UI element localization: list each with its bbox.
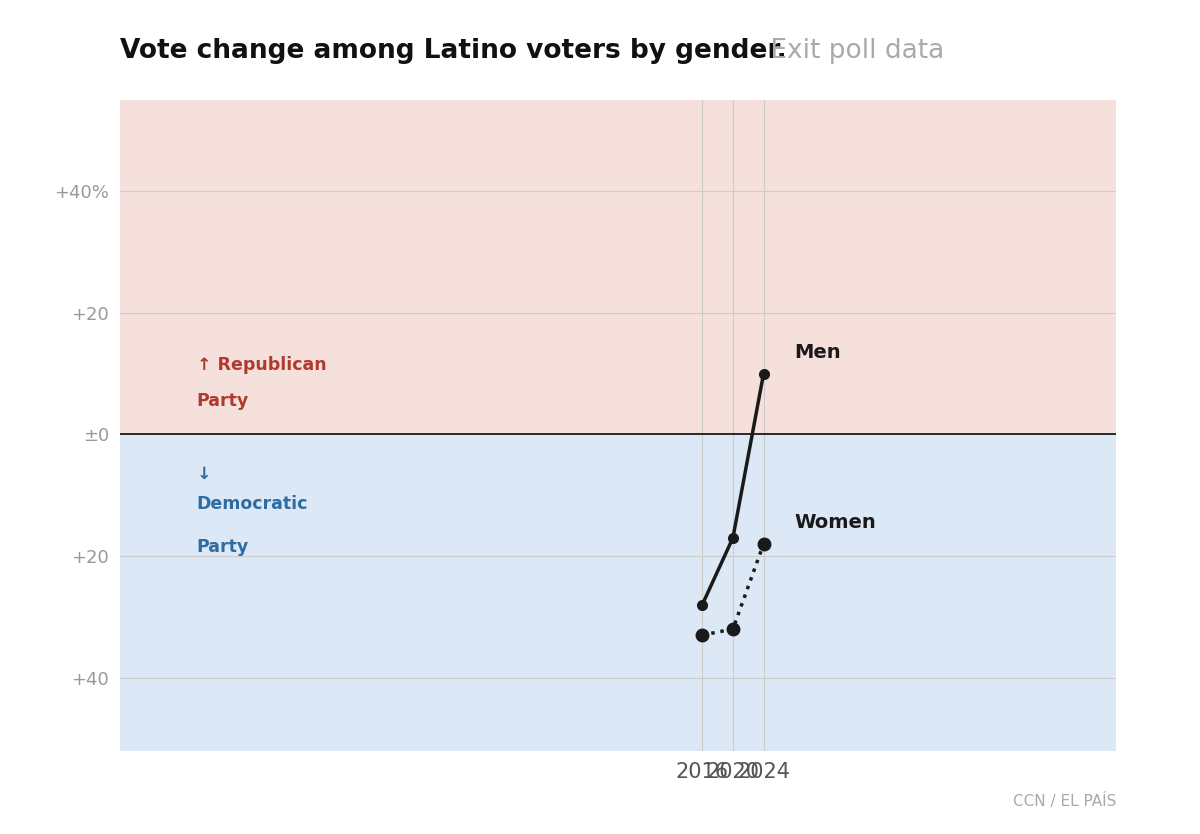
Text: Men: Men xyxy=(794,343,841,361)
Text: ↑ Republican: ↑ Republican xyxy=(197,355,326,374)
Text: CCN / EL PAÍS: CCN / EL PAÍS xyxy=(1013,793,1116,809)
Text: Exit poll data: Exit poll data xyxy=(762,38,944,63)
Text: Party: Party xyxy=(197,392,248,410)
Text: ↓: ↓ xyxy=(197,465,211,483)
Bar xyxy=(120,100,1116,435)
Bar xyxy=(120,435,1116,751)
Text: Democratic: Democratic xyxy=(197,495,308,514)
Text: Party: Party xyxy=(197,538,248,556)
Text: Women: Women xyxy=(794,513,876,532)
Text: Vote change among Latino voters by gender.: Vote change among Latino voters by gende… xyxy=(120,38,787,63)
